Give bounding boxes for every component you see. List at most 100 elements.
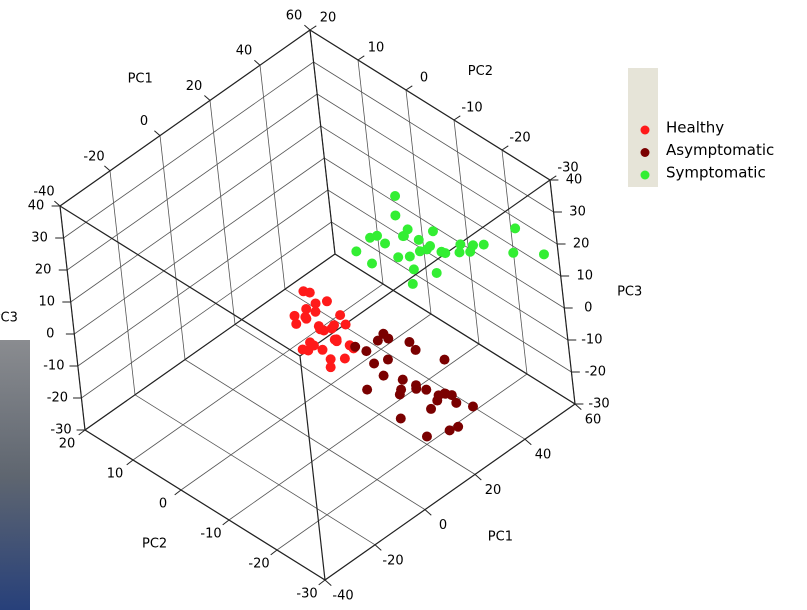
legend-label: Asymptomatic	[666, 141, 774, 159]
box-edge	[310, 30, 550, 180]
x-tick-label: 20	[186, 79, 203, 94]
data-point	[403, 224, 413, 234]
data-point	[369, 358, 379, 368]
box-edge	[85, 430, 325, 580]
data-point	[539, 249, 549, 259]
tick-mark	[454, 116, 460, 120]
y-tick-label: 10	[107, 467, 124, 482]
grid-line	[358, 60, 383, 284]
x-tick-label: 0	[439, 518, 447, 533]
data-point	[332, 334, 342, 344]
data-point	[367, 258, 377, 268]
data-point	[510, 223, 520, 233]
tick-mark	[304, 25, 310, 30]
tick-mark	[223, 520, 229, 525]
data-point	[425, 241, 435, 251]
tick-mark	[325, 580, 331, 586]
grid-line	[317, 94, 557, 244]
tick-mark	[406, 86, 412, 90]
tick-mark	[550, 176, 556, 180]
legend-label: Healthy	[666, 119, 724, 137]
axis-title: PC2	[142, 537, 167, 552]
z-tick-label: -20	[47, 391, 68, 406]
data-point	[411, 380, 421, 390]
tick-mark	[204, 96, 210, 101]
data-point	[426, 404, 436, 414]
data-point	[362, 385, 372, 395]
data-point	[372, 231, 382, 241]
z-tick-label: -20	[585, 365, 606, 380]
x-tick-label: 20	[485, 483, 502, 498]
z-tick-label: 0	[46, 327, 54, 342]
page: {"chart_data": { "type": "scatter3d", "a…	[0, 0, 807, 610]
data-point	[380, 238, 390, 248]
tick-mark	[310, 26, 316, 30]
y-tick-label: -20	[248, 557, 269, 572]
data-point	[455, 239, 465, 249]
box-edge	[300, 356, 325, 580]
tick-mark	[575, 404, 581, 410]
x-tick-label: -40	[33, 185, 54, 200]
data-point	[301, 314, 311, 324]
legend-marker	[641, 126, 650, 135]
data-point	[465, 247, 475, 257]
z-tick-label: 30	[31, 231, 48, 246]
data-point	[310, 307, 320, 317]
data-point	[301, 304, 311, 314]
legend-label: Symptomatic	[666, 164, 766, 182]
tick-mark	[375, 545, 381, 551]
photo-fragment	[0, 340, 30, 610]
data-point	[468, 401, 478, 411]
tick-mark	[271, 550, 277, 555]
tick-mark	[175, 490, 181, 495]
data-point	[453, 422, 463, 432]
y-tick-label: -20	[509, 131, 530, 146]
data-point	[309, 340, 319, 350]
z-tick-label: -10	[581, 333, 602, 348]
data-point	[409, 264, 419, 274]
chart: -40-200204060PC1-40-200204060PC1-30-20-1…	[0, 0, 807, 610]
grid-line	[277, 374, 527, 550]
z-tick-label: 10	[38, 295, 55, 310]
grid-line	[324, 158, 564, 308]
data-point	[326, 362, 336, 372]
x-tick-label: 60	[585, 413, 602, 428]
legend-marker	[641, 148, 650, 157]
z-tick-label: -30	[50, 423, 71, 438]
data-point	[327, 323, 337, 333]
grid-line	[260, 65, 285, 289]
plot-box: -40-200204060PC1-40-200204060PC1-30-20-1…	[0, 9, 642, 604]
axis-title: PC1	[128, 71, 153, 86]
x-tick-label: 0	[140, 114, 148, 129]
data-point	[440, 355, 450, 365]
grid-line	[229, 344, 479, 520]
tick-mark	[104, 166, 110, 171]
y-tick-label: 20	[59, 437, 76, 452]
data-point	[414, 235, 424, 245]
z-tick-label: 0	[584, 301, 592, 316]
y-tick-label: -30	[296, 587, 317, 602]
tick-mark	[358, 56, 364, 60]
data-point	[390, 191, 400, 201]
data-point	[335, 310, 345, 320]
box-edge	[335, 254, 575, 404]
data-point	[290, 311, 300, 321]
tick-mark	[425, 510, 431, 516]
data-point	[340, 354, 350, 364]
box-edge	[300, 180, 550, 356]
data-point	[408, 279, 418, 289]
z-tick-label: 10	[576, 269, 593, 284]
data-point	[396, 414, 406, 424]
data-point	[421, 385, 431, 395]
x-tick-label: -40	[332, 589, 353, 604]
tick-mark	[79, 430, 85, 435]
grid-line	[160, 136, 185, 360]
data-point	[314, 321, 324, 331]
data-point	[445, 425, 455, 435]
x-tick-label: 40	[236, 44, 253, 59]
y-tick-label: 10	[368, 41, 385, 56]
grid-line	[110, 171, 135, 395]
tick-mark	[525, 439, 531, 445]
z-tick-label: 40	[28, 199, 45, 214]
tick-mark	[127, 460, 133, 465]
